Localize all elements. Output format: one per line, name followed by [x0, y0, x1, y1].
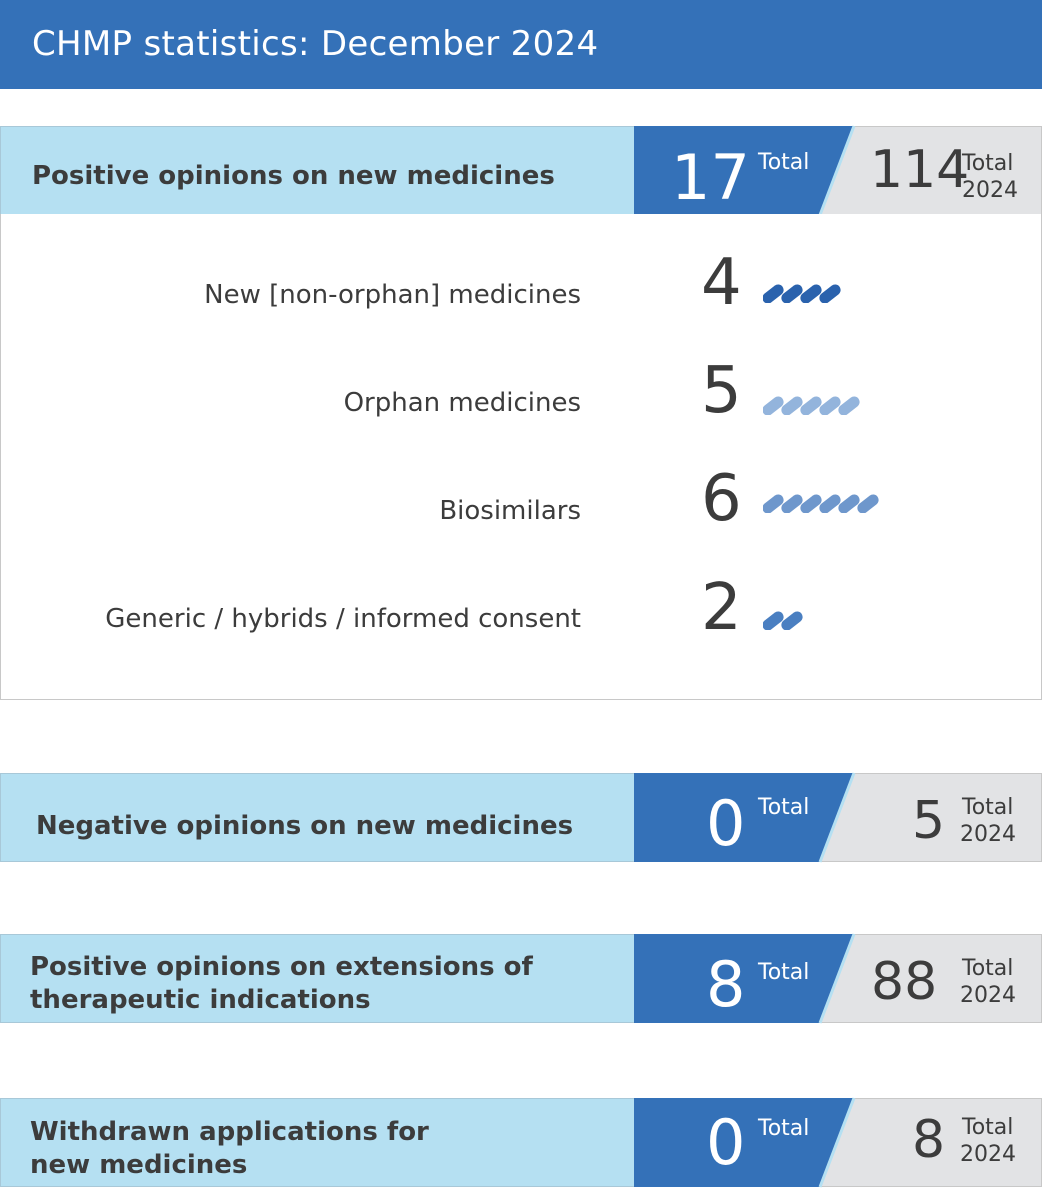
year-total-year: 2024: [962, 178, 1018, 203]
pill-icon: [763, 494, 784, 513]
pill-icon: [781, 611, 803, 630]
pill-icon: [800, 494, 822, 513]
year-total-value: 88: [871, 952, 938, 1012]
section-label-line-1: Withdrawn applications for: [30, 1117, 429, 1147]
pill-icon: [781, 284, 803, 303]
positive-opinions-row: Positive opinions on new medicines 17 To…: [0, 125, 1042, 216]
breakdown-label-orphan: Orphan medicines: [343, 388, 581, 418]
breakdown-label-new-medicines: New [non-orphan] medicines: [204, 280, 581, 310]
breakdown-label-generics: Generic / hybrids / informed consent: [105, 604, 581, 634]
pill-icon: [819, 396, 841, 415]
pill-icon: [781, 494, 803, 513]
section-label: Positive opinions on new medicines: [32, 161, 555, 191]
month-total-panel: [634, 125, 856, 216]
year-total-label: Total: [962, 956, 1014, 981]
month-total-value: 17: [671, 141, 750, 214]
year-total-value: 114: [870, 140, 970, 200]
section-label-line-2: new medicines: [30, 1150, 248, 1180]
pill-icons: [763, 494, 879, 513]
pill-icon: [857, 494, 879, 513]
breakdown-label-biosimilars: Biosimilars: [439, 496, 581, 526]
month-total-value: 0: [706, 787, 746, 860]
breakdown-value-generics: 2: [701, 571, 742, 645]
month-total-value: 8: [706, 948, 746, 1021]
positive-opinions-breakdown: New [non-orphan] medicines 4 Orphan medi…: [0, 214, 1042, 700]
extension-opinions-row: Positive opinions on extensions of thera…: [0, 933, 1042, 1024]
section-label: Negative opinions on new medicines: [36, 811, 574, 841]
year-total-label: Total: [962, 795, 1014, 820]
pill-icon: [819, 494, 841, 513]
year-total-label: Total: [962, 1115, 1014, 1140]
header-bar: CHMP statistics: December 2024: [0, 0, 1042, 89]
section-label-line-2: therapeutic indications: [30, 985, 371, 1015]
year-total-year: 2024: [960, 1142, 1016, 1167]
pill-icon: [838, 396, 860, 415]
year-total-panel: [820, 1098, 1042, 1187]
pill-icon: [763, 284, 784, 303]
pill-icon: [763, 396, 784, 415]
pill-icons: [763, 396, 860, 415]
month-total-value: 0: [706, 1106, 746, 1179]
breakdown-value-biosimilars: 6: [701, 462, 742, 536]
withdrawn-applications-row: Withdrawn applications for new medicines…: [0, 1097, 1042, 1188]
page-title: CHMP statistics: December 2024: [32, 24, 599, 64]
pill-icon: [819, 284, 841, 303]
breakdown-value-orphan: 5: [701, 354, 742, 428]
month-total-label: Total: [758, 960, 810, 985]
year-total-year: 2024: [960, 822, 1016, 847]
month-total-label: Total: [758, 795, 810, 820]
breakdown-value-new-medicines: 4: [701, 246, 742, 320]
year-total-value: 5: [912, 791, 946, 851]
month-total-panel: [634, 772, 856, 863]
year-total-year: 2024: [960, 983, 1016, 1008]
pill-icons: [763, 611, 803, 630]
month-total-panel: [634, 933, 856, 1024]
pill-icon: [800, 284, 822, 303]
month-total-panel: [634, 1097, 856, 1188]
pill-icon: [838, 494, 860, 513]
negative-opinions-row: Negative opinions on new medicines 0 Tot…: [0, 772, 1042, 863]
pill-icon: [763, 611, 784, 630]
pill-icons: [763, 284, 841, 303]
year-total-value: 8: [912, 1110, 946, 1170]
section-label-line-1: Positive opinions on extensions of: [30, 952, 533, 982]
pill-icon: [781, 396, 803, 415]
pill-icon: [800, 396, 822, 415]
year-total-label: Total: [962, 151, 1014, 176]
year-total-panel: [820, 934, 1042, 1023]
month-total-label: Total: [758, 1116, 810, 1141]
year-total-panel: [820, 126, 1042, 215]
month-total-label: Total: [758, 150, 810, 175]
year-total-panel: [820, 773, 1042, 862]
